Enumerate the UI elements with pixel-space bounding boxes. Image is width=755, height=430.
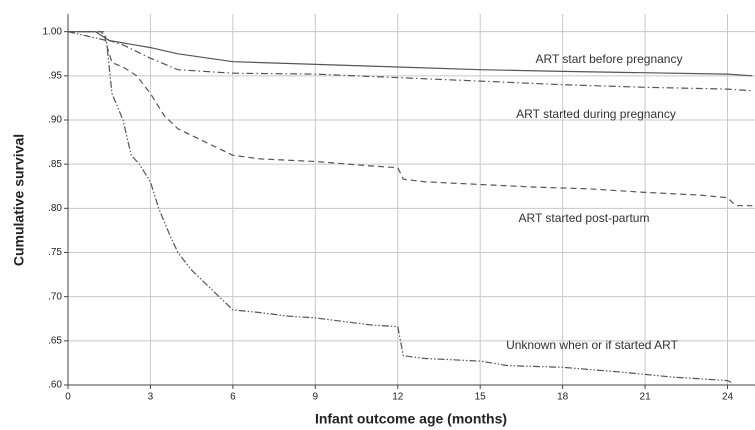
- y-tick-label: .65: [48, 335, 62, 346]
- y-tick-label: 1.00: [43, 26, 63, 37]
- x-tick-label: 15: [475, 392, 487, 403]
- y-tick-label: .70: [48, 291, 62, 302]
- y-tick-label: .90: [48, 115, 62, 126]
- curve-label: ART started post-partum: [519, 211, 650, 225]
- x-tick-label: 12: [392, 392, 404, 403]
- x-tick-label: 3: [148, 392, 154, 403]
- y-tick-label: .60: [48, 380, 62, 391]
- y-tick-label: .80: [48, 203, 62, 214]
- x-tick-label: 0: [65, 392, 71, 403]
- y-axis-title: Cumulative survival: [11, 134, 27, 266]
- survival-curve: [67, 31, 734, 384]
- y-tick-label: .85: [48, 159, 62, 170]
- x-tick-label: 9: [313, 392, 319, 403]
- survival-curve: [68, 31, 753, 207]
- x-tick-label: 21: [640, 392, 652, 403]
- curve-label: ART start before pregnancy: [536, 52, 683, 66]
- survival-curve: [68, 31, 753, 92]
- y-tick-label: .75: [48, 247, 62, 258]
- y-tick-label: .95: [48, 70, 62, 81]
- x-axis-title: Infant outcome age (months): [315, 411, 507, 427]
- x-tick-label: 24: [722, 392, 734, 403]
- x-tick-label: 18: [557, 392, 569, 403]
- curve-label: Unknown when or if started ART: [506, 338, 679, 352]
- curve-label: ART started during pregnancy: [516, 107, 676, 121]
- x-tick-label: 6: [230, 392, 236, 403]
